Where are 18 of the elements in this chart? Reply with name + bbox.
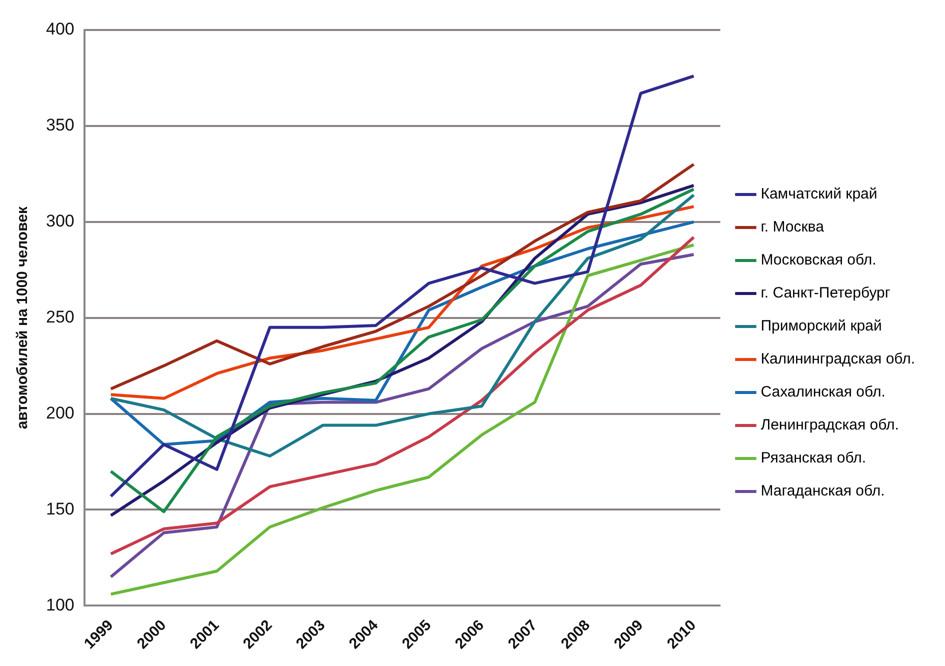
y-tick-label: 100: [46, 595, 74, 614]
legend-label: Московская обл.: [760, 252, 876, 269]
legend-label: Сахалинская обл.: [760, 384, 886, 401]
y-tick-label: 350: [46, 116, 74, 135]
legend-label: г. Санкт-Петербург: [760, 284, 891, 302]
y-tick-label: 300: [46, 212, 74, 231]
legend-label: Калининградская обл.: [760, 350, 916, 368]
y-axis-title: автомобилей на 1000 человек: [14, 206, 32, 430]
legend-label: Приморский край: [760, 318, 882, 335]
legend-label: Магаданская обл.: [760, 482, 885, 500]
legend-label: Камчатский край: [760, 186, 878, 203]
legend-label: г. Москва: [760, 218, 825, 236]
y-tick-label: 400: [46, 20, 74, 39]
legend-label: Ленинградская обл.: [760, 416, 899, 434]
legend-label: Рязанская обл.: [760, 450, 866, 467]
y-tick-label: 250: [46, 308, 74, 327]
y-tick-label: 150: [46, 499, 74, 518]
y-tick-label: 200: [46, 403, 74, 422]
